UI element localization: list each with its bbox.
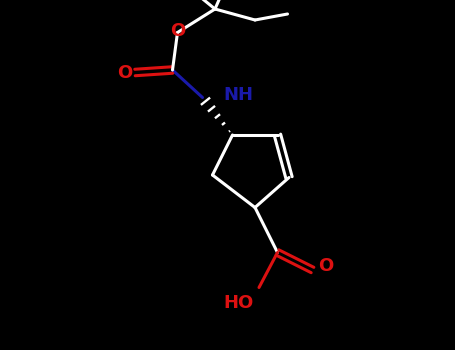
Text: O: O [117,63,132,82]
Text: O: O [318,257,334,275]
Text: O: O [170,22,185,40]
Text: NH: NH [223,86,253,104]
Text: HO: HO [224,294,254,312]
